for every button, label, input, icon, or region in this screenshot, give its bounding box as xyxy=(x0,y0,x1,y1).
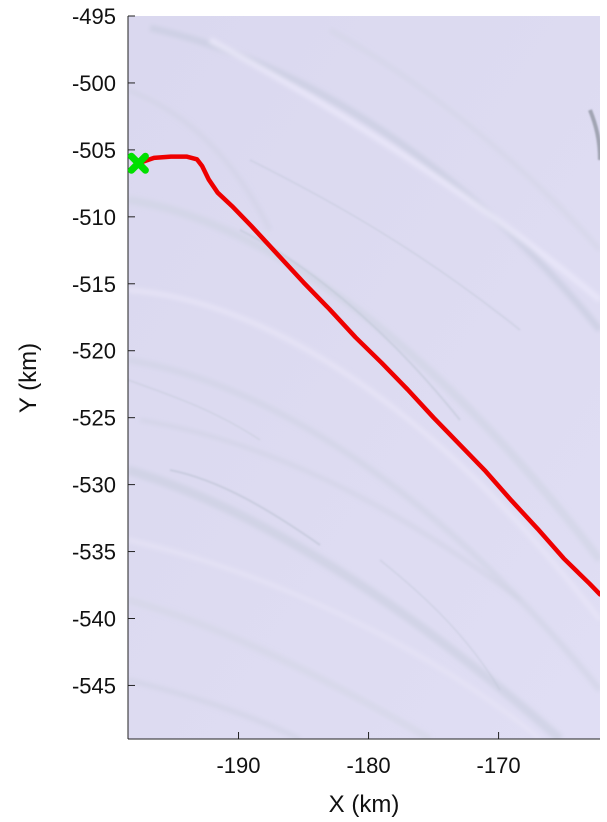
y-axis-ticks: -495 -500 -505 -510 -515 -520 -525 -530 -535 -540… xyxy=(72,4,135,698)
plot-background xyxy=(128,16,600,739)
y-tick-label: -535 xyxy=(72,540,116,565)
track-line xyxy=(136,154,600,597)
x-tick-label: -180 xyxy=(347,753,391,778)
x-tick-label: -170 xyxy=(477,753,521,778)
y-tick-label: -530 xyxy=(72,473,116,498)
start-point-marker xyxy=(127,152,149,174)
x-axis-title: X (km) xyxy=(329,791,400,818)
y-tick-label: -510 xyxy=(72,205,116,230)
x-tick-label: -190 xyxy=(216,753,260,778)
y-axis-title: Y (km) xyxy=(15,343,42,413)
ice-flow-stripes xyxy=(128,24,600,739)
y-tick-label: -525 xyxy=(72,406,116,431)
y-tick-label: -545 xyxy=(72,673,116,698)
y-tick-label: -505 xyxy=(72,138,116,163)
y-tick-label: -500 xyxy=(72,71,116,96)
y-tick-label: -540 xyxy=(72,607,116,632)
marker-layer xyxy=(127,152,149,174)
y-tick-label: -495 xyxy=(72,4,116,29)
y-tick-label: -515 xyxy=(72,272,116,297)
x-axis-ticks: -190 -180 -170 xyxy=(216,732,521,778)
y-tick-label: -520 xyxy=(72,339,116,364)
series-layer xyxy=(136,154,600,597)
